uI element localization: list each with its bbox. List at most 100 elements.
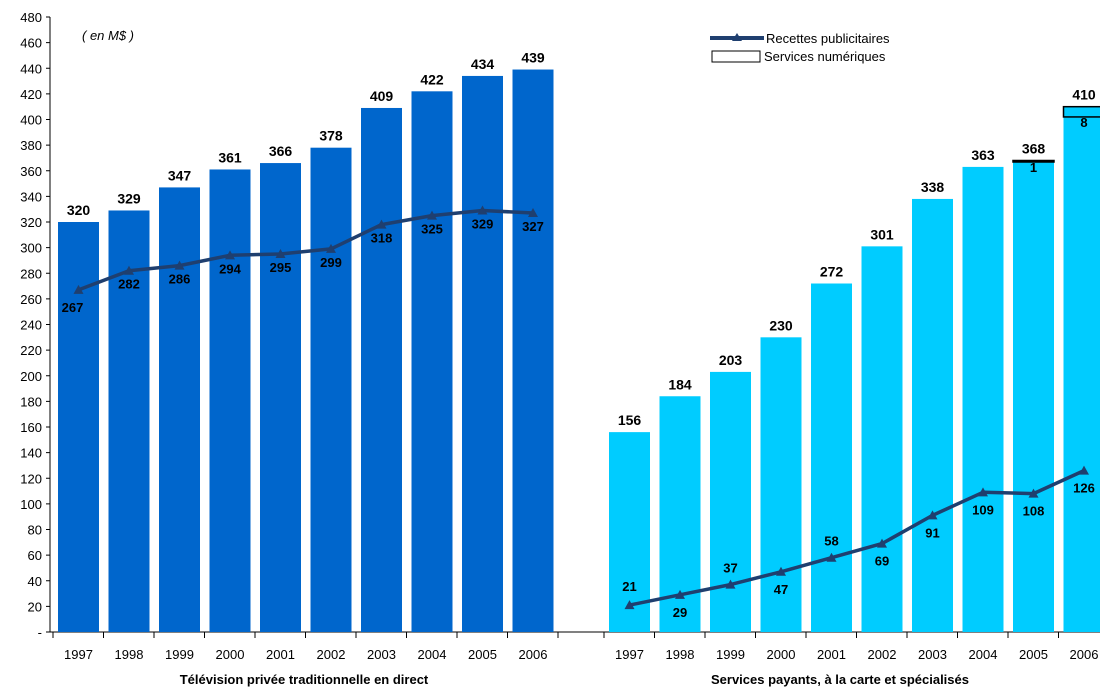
bar-2000 [760,337,802,632]
bar-value-label: 203 [719,352,743,368]
bar-value-label: 410 [1072,87,1096,103]
bar-value-label: 368 [1022,141,1046,157]
y-tick-label: 100 [20,497,42,512]
bar-2002 [310,147,352,632]
digital-label: 8 [1080,115,1087,130]
y-axis: - 20 40 60 80 100 120 140 160 180 200 220 240 260 280 3… [20,10,1100,640]
y-tick-label: 180 [20,394,42,409]
x-tick-label: 2001 [817,647,846,662]
unit-note: ( en M$ ) [82,28,134,43]
x-tick-label: 2006 [519,647,548,662]
bar-value-label: 301 [870,226,894,242]
advertising-value-label: 325 [421,222,443,237]
advertising-value-label: 126 [1073,481,1095,496]
bar-2006 [1063,106,1100,632]
y-tick-label: 60 [28,548,42,563]
advertising-value-label: 108 [1023,504,1045,519]
bar-1998 [108,210,150,632]
x-tick-label: 2003 [918,647,947,662]
bar-2005 [1013,160,1054,632]
y-tick-label: 140 [20,446,42,461]
advertising-marker [174,260,185,270]
advertising-value-label: 37 [723,561,737,576]
advertising-marker [877,538,887,548]
y-tick-label: 80 [28,523,42,538]
advertising-marker [376,219,387,229]
advertising-marker [725,579,736,589]
bar-2003 [361,107,402,632]
advertising-value-label: 21 [622,579,636,594]
x-tick-label: 2006 [1070,647,1099,662]
bar-value-label: 347 [168,167,192,183]
advertising-marker [73,284,84,294]
advertising-value-label: 282 [118,277,140,292]
group-title: Télévision privée traditionnelle en dire… [180,672,429,687]
advertising-value-label: 329 [472,216,494,231]
bar-2004 [962,166,1004,632]
y-tick-label: 460 [20,36,42,51]
advertising-line [77,208,534,292]
advertising-value-label: 47 [774,582,788,597]
advertising-marker [124,265,134,275]
advertising-value-label: 109 [972,502,994,517]
y-tick-label: 160 [20,420,42,435]
advertising-value-label: 29 [673,605,687,620]
x-tick-label: 2000 [216,647,245,662]
bar-value-label: 320 [67,202,91,218]
advertising-value-label: 318 [371,231,393,246]
y-tick-label: 420 [20,87,42,102]
x-tick-label: 2003 [367,647,396,662]
x-tick-label: 1999 [165,647,194,662]
x-tick-label: 2002 [317,647,346,662]
bar-value-label: 363 [971,147,995,163]
y-tick-label: 400 [20,113,42,128]
y-tick-label: 340 [20,189,42,204]
bar-2000 [209,169,251,632]
bar-value-label: 272 [820,264,844,280]
bar-2006 [512,69,554,632]
legend-line-label: Recettes publicitaires [766,31,890,46]
advertising-value-label: 327 [522,219,544,234]
advertising-marker [427,210,437,220]
advertising-marker [927,510,938,520]
x-tick-label: 2001 [266,647,295,662]
y-tick-label: 480 [20,10,42,25]
bar-value-label: 156 [618,412,642,428]
bar-2002 [861,246,903,632]
advertising-value-label: 69 [875,554,889,569]
bar-value-label: 338 [921,179,945,195]
x-tick-label: 1997 [615,647,644,662]
x-tick-label: 2002 [868,647,897,662]
y-tick-label: 300 [20,241,42,256]
advertising-marker [776,566,786,576]
advertising-marker [624,600,635,610]
bar-2005 [462,75,503,632]
digital-label: 1 [1030,160,1037,175]
advertising-value-label: 294 [219,261,241,276]
y-tick-label: 240 [20,318,42,333]
advertising-value-label: 295 [270,260,292,275]
y-tick-label: 40 [28,574,42,589]
bar-value-label: 409 [370,88,394,104]
digital-segment-2005 [1012,159,1055,163]
bar-2001 [260,163,301,632]
bar-1999 [710,371,751,632]
advertising-marker [275,249,286,259]
bar-value-label: 329 [117,190,141,206]
legend-triangle-marker [732,33,742,41]
y-tick-label: 360 [20,164,42,179]
bar-value-label: 434 [471,56,495,72]
y-tick-label: 120 [20,471,42,486]
bar-2001 [811,283,852,632]
bar-1999 [159,187,200,632]
advertising-value-label: 299 [320,255,342,270]
bar-1997 [609,432,650,632]
advertising-marker [225,250,235,260]
bar-value-label: 184 [668,376,692,392]
bar-value-label: 366 [269,143,293,159]
bar-value-label: 378 [319,128,343,144]
advertising-marker [326,243,336,253]
x-tick-label: 2005 [1019,647,1048,662]
advertising-marker [675,589,685,599]
